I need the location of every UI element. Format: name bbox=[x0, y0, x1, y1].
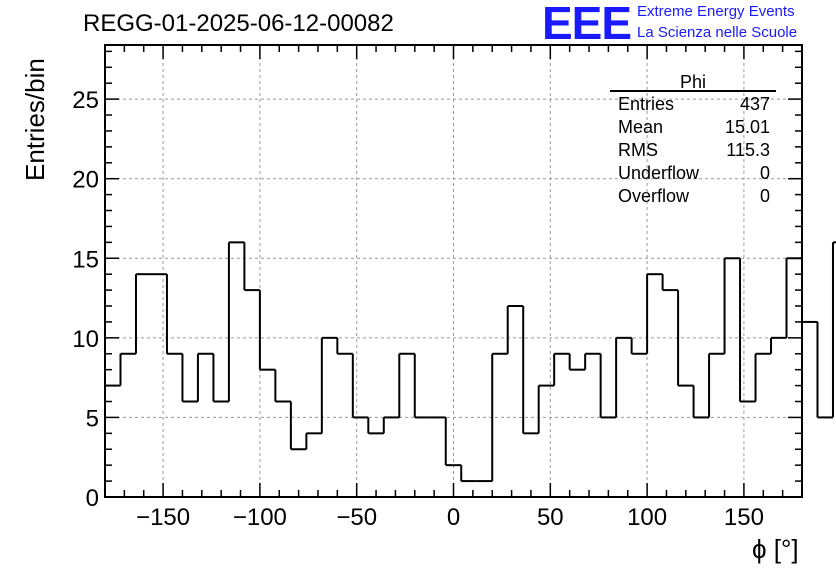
histogram-bin bbox=[382, 416, 400, 434]
stats-row-value: 0 bbox=[760, 163, 770, 183]
x-tick-label: 150 bbox=[724, 504, 764, 531]
histogram-bin bbox=[692, 385, 710, 419]
histogram-bin bbox=[212, 353, 229, 403]
histogram-bin bbox=[305, 432, 322, 450]
x-tick-label: −100 bbox=[233, 504, 287, 531]
histogram-bin bbox=[646, 273, 663, 354]
stats-row-label: Underflow bbox=[618, 163, 700, 183]
histogram-bin bbox=[770, 336, 787, 354]
histogram-bin bbox=[708, 352, 725, 418]
histogram-bin bbox=[460, 465, 477, 483]
x-tick-label: 100 bbox=[627, 504, 667, 531]
histogram-bin bbox=[413, 353, 431, 419]
histogram-bin bbox=[801, 258, 818, 323]
histogram-bin bbox=[104, 384, 121, 497]
histogram-bin bbox=[227, 241, 245, 402]
logo-line-2: La Scienza nelle Scuole bbox=[637, 24, 798, 41]
y-tick-label: 25 bbox=[72, 87, 99, 114]
stats-row-value: 0 bbox=[760, 186, 770, 206]
stats-row-label: RMS bbox=[618, 140, 658, 160]
logo-line-1: Extreme Energy Events bbox=[637, 3, 795, 20]
histogram-bin bbox=[336, 337, 353, 355]
y-tick-label: 20 bbox=[72, 167, 99, 194]
grid-lines bbox=[105, 45, 802, 497]
histogram-bin bbox=[274, 369, 291, 403]
histogram-bin bbox=[584, 352, 601, 370]
chart-title: REGG-01-2025-06-12-00082 bbox=[83, 10, 394, 37]
x-axis-label: ϕ [°] bbox=[752, 534, 799, 564]
stats-row-value: 437 bbox=[740, 94, 770, 114]
histogram-bin bbox=[506, 305, 524, 354]
stats-row-value: 115.3 bbox=[726, 140, 770, 160]
histogram-bin bbox=[630, 337, 648, 355]
histogram-bin bbox=[165, 274, 183, 355]
histogram-bin bbox=[367, 417, 384, 435]
histogram-bin bbox=[258, 290, 276, 371]
stats-row-label: Overflow bbox=[618, 186, 690, 206]
histogram-bin bbox=[785, 257, 802, 338]
histogram-bin bbox=[134, 273, 152, 354]
stats-row-value: 15.01 bbox=[725, 117, 770, 137]
histogram-bin bbox=[522, 306, 539, 435]
histogram-bin bbox=[119, 352, 136, 386]
axis-ticks: −150 −100 −50 0 50 100 150 0 5 10 15 20 25 bbox=[72, 45, 802, 531]
y-tick-label: 15 bbox=[72, 246, 99, 273]
histogram-bin bbox=[677, 290, 694, 387]
histogram-bin bbox=[398, 352, 415, 418]
histogram-bin bbox=[444, 417, 462, 467]
histogram-bin bbox=[615, 336, 632, 418]
histogram-bin bbox=[351, 353, 369, 419]
histogram-bin bbox=[553, 352, 570, 386]
stats-name: Phi bbox=[680, 72, 706, 92]
histogram-bin bbox=[723, 257, 741, 354]
stats-box: Phi Entries 437 Mean 15.01 RMS 115.3 Underflow 0… bbox=[610, 72, 776, 206]
histogram-bin bbox=[491, 352, 508, 482]
histogram-bin bbox=[568, 353, 586, 371]
stats-row-label: Mean bbox=[618, 117, 663, 137]
histogram-bin bbox=[754, 352, 772, 402]
histogram-bin bbox=[320, 336, 338, 434]
y-tick-label: 10 bbox=[72, 326, 99, 353]
histogram-bin bbox=[599, 353, 617, 419]
y-tick-label: 0 bbox=[86, 485, 99, 512]
histogram-bin bbox=[243, 242, 260, 292]
stats-row-label: Entries bbox=[618, 94, 674, 114]
histogram-bin bbox=[816, 321, 833, 419]
eee-logo: EEE bbox=[542, 0, 632, 49]
histogram-bin bbox=[661, 274, 679, 292]
x-tick-label: 50 bbox=[537, 504, 564, 531]
x-tick-label: −150 bbox=[136, 504, 190, 531]
x-tick-label: −50 bbox=[336, 504, 377, 531]
y-tick-label: 5 bbox=[86, 405, 99, 432]
histogram-bin bbox=[289, 401, 307, 451]
histogram-bin bbox=[537, 384, 555, 434]
histogram-bin bbox=[196, 352, 214, 402]
x-tick-label: 0 bbox=[447, 504, 460, 531]
histogram-bin bbox=[181, 353, 198, 403]
histogram-bin bbox=[739, 258, 756, 403]
